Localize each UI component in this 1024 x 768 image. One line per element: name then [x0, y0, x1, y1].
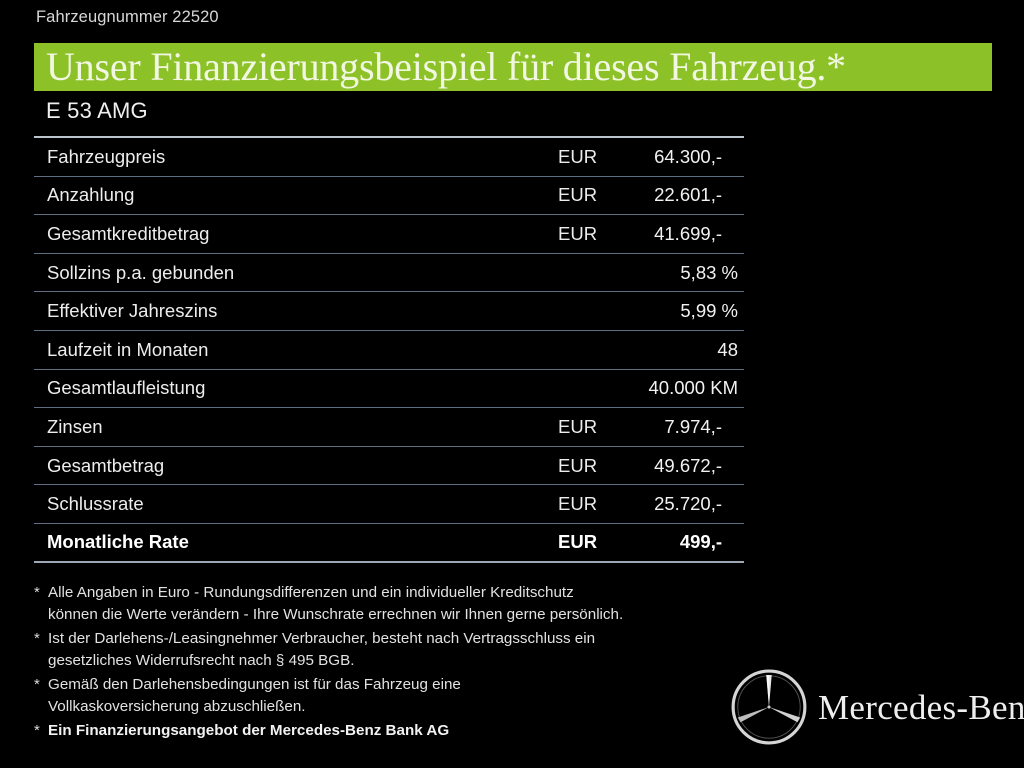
footnote-text: Gemäß den Darlehensbedingungen ist für d…	[48, 676, 461, 715]
footnote-asterisk-icon: *	[34, 630, 40, 647]
table-row: Gesamtkreditbetrag EUR 41.699,-	[34, 215, 744, 254]
table-row: Effektiver Jahreszins 5,99 %	[34, 292, 744, 331]
row-label: Schlussrate	[47, 493, 144, 515]
row-value: 41.699,-	[654, 222, 722, 244]
row-currency: EUR	[558, 415, 598, 437]
row-currency: EUR	[558, 454, 598, 476]
row-label: Anzahlung	[47, 184, 135, 206]
row-label: Gesamtkreditbetrag	[47, 222, 210, 244]
row-value: 48	[717, 338, 738, 360]
table-row: Schlussrate EUR 25.720,-	[34, 485, 744, 524]
page-title: Unser Finanzierungsbeispiel für dieses F…	[46, 44, 846, 89]
row-label: Fahrzeugpreis	[47, 145, 166, 167]
vehicle-number: Fahrzeugnummer 22520	[36, 8, 219, 26]
table-row: Fahrzeugpreis EUR 64.300,-	[34, 138, 744, 177]
row-value: 499,-	[679, 531, 722, 553]
row-value: 40.000 KM	[648, 377, 738, 399]
vehicle-model-name: E 53 AMG	[46, 98, 148, 123]
brand-wordmark: Mercedes-Benz	[818, 687, 1024, 727]
footnote-item: * Alle Angaben in Euro - Rundungsdifferen…	[34, 582, 754, 625]
table-row: Laufzeit in Monaten 48	[34, 331, 744, 370]
title-banner: Unser Finanzierungsbeispiel für dieses F…	[34, 43, 992, 91]
brand-logo: Mercedes-Benz	[730, 668, 1024, 746]
row-currency: EUR	[558, 222, 598, 244]
footnote-text: Ist der Darlehens-/Leasingnehmer Verbrau…	[48, 630, 596, 669]
finance-table-body: Fahrzeugpreis EUR 64.300,- Anzahlung EUR 22.6…	[34, 138, 744, 563]
row-label: Monatliche Rate	[47, 531, 189, 553]
table-top-divider	[34, 136, 744, 138]
row-value: 64.300,-	[654, 145, 722, 167]
table-row: Sollzins p.a. gebunden 5,83 %	[34, 254, 744, 293]
footnote-text: Alle Angaben in Euro - Rundungsdifferenz…	[48, 584, 624, 623]
row-value: 5,99 %	[680, 300, 738, 322]
row-value: 49.672,-	[654, 454, 722, 476]
row-label: Gesamtbetrag	[47, 454, 165, 476]
row-value: 25.720,-	[654, 493, 722, 515]
table-row: Anzahlung EUR 22.601,-	[34, 177, 744, 216]
table-row: Monatliche Rate EUR 499,-	[34, 524, 744, 563]
row-value: 22.601,-	[654, 184, 722, 206]
table-row: Gesamtlaufleistung 40.000 KM	[34, 370, 744, 409]
footnote-asterisk-icon: *	[34, 722, 40, 739]
footnotes: * Alle Angaben in Euro - Rundungsdifferen…	[34, 582, 754, 745]
row-label: Zinsen	[47, 415, 103, 437]
footnote-text: Ein Finanzierungsangebot der Mercedes-Be…	[48, 722, 450, 739]
table-row: Gesamtbetrag EUR 49.672,-	[34, 447, 744, 486]
row-label: Gesamtlaufleistung	[47, 377, 206, 399]
footnote-item: * Gemäß den Darlehensbedingungen ist für …	[34, 674, 754, 717]
row-value: 7.974,-	[664, 415, 722, 437]
table-row: Zinsen EUR 7.974,-	[34, 408, 744, 447]
row-currency: EUR	[558, 493, 598, 515]
footnote-item: * Ein Finanzierungsangebot der Mercedes-B…	[34, 720, 754, 742]
mercedes-star-icon	[730, 668, 808, 746]
footnote-item: * Ist der Darlehens-/Leasingnehmer Verbra…	[34, 628, 754, 671]
row-currency: EUR	[558, 145, 598, 167]
finance-table: Fahrzeugpreis EUR 64.300,- Anzahlung EUR 22.6…	[34, 136, 744, 563]
row-label: Effektiver Jahreszins	[47, 300, 218, 322]
footnote-asterisk-icon: *	[34, 584, 40, 601]
row-value: 5,83 %	[680, 261, 738, 283]
row-currency: EUR	[558, 531, 598, 553]
row-currency: EUR	[558, 184, 598, 206]
footnote-asterisk-icon: *	[34, 676, 40, 693]
row-label: Sollzins p.a. gebunden	[47, 261, 235, 283]
row-label: Laufzeit in Monaten	[47, 338, 209, 360]
